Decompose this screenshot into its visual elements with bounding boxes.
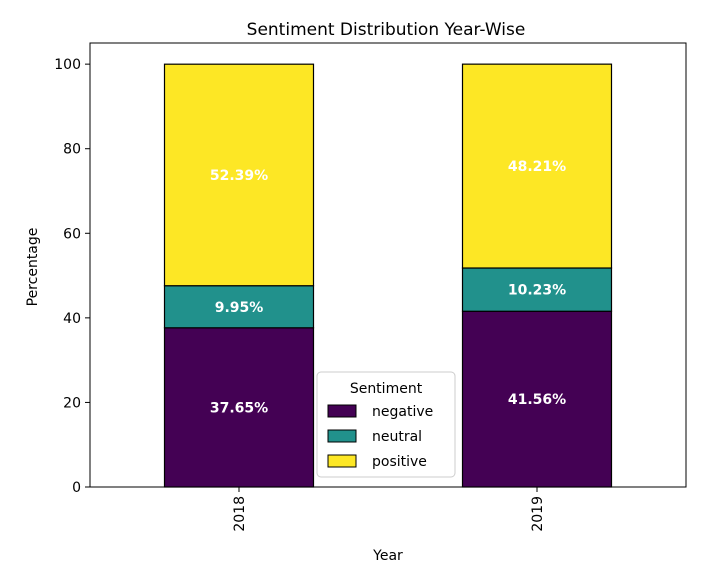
data-label-negative-2018: 37.65% (210, 400, 268, 416)
data-label-positive-2018: 52.39% (210, 168, 268, 184)
data-label-neutral-2018: 9.95% (215, 300, 264, 316)
data-label-positive-2019: 48.21% (508, 159, 566, 175)
legend-label-positive: positive (372, 454, 427, 470)
x-tick-label-2018: 2018 (232, 496, 248, 532)
y-tick-label-80: 80 (63, 142, 81, 158)
plot-frame (89, 42, 687, 488)
bar-segment-positive-2018 (163, 63, 315, 287)
legend-swatch-negative (327, 404, 357, 418)
data-label-neutral-2019: 10.23% (508, 283, 566, 299)
bar-segment-neutral-2018 (163, 285, 315, 329)
y-tick-label-60: 60 (63, 226, 81, 242)
axes-layer: 0 20 40 60 80 100 2018 2019 (54, 42, 687, 532)
chart-title: Sentiment Distribution Year-Wise (247, 20, 526, 40)
legend-label-neutral: neutral (372, 429, 422, 445)
legend: Sentiment negative neutral positive (316, 371, 456, 478)
bar-segment-positive-2019 (461, 63, 613, 269)
y-tick-label-20: 20 (63, 395, 81, 411)
y-tick-label-40: 40 (63, 311, 81, 327)
x-axis-label: Year (372, 548, 403, 564)
y-axis-label: Percentage (25, 228, 41, 307)
legend-swatch-positive (327, 454, 357, 468)
legend-label-negative: negative (372, 404, 433, 420)
data-label-negative-2019: 41.56% (508, 392, 566, 408)
y-tick-label-0: 0 (72, 480, 81, 496)
legend-title: Sentiment (350, 381, 423, 397)
legend-swatch-neutral (327, 429, 357, 443)
bar-segment-negative-2018 (163, 327, 315, 488)
bars-layer: 37.65% 9.95% 52.39% 41.56% 10.23% 48.21% (163, 63, 613, 488)
y-tick-label-100: 100 (54, 57, 81, 73)
x-tick-label-2019: 2019 (530, 496, 546, 532)
bar-segment-neutral-2019 (461, 267, 613, 312)
legend-box (316, 371, 456, 478)
